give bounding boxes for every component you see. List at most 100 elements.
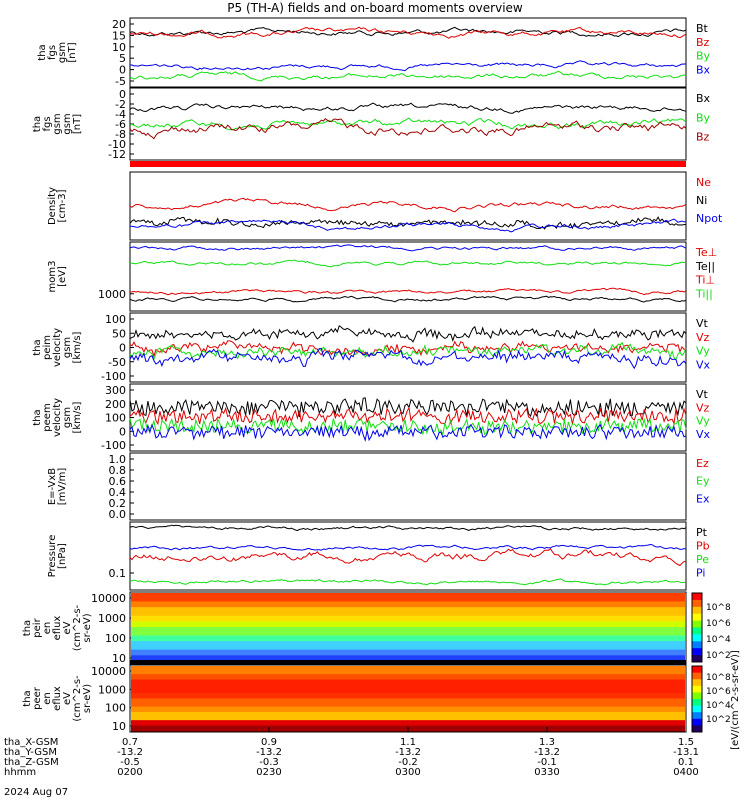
xaxis-value: -0.5	[120, 757, 140, 768]
panel-frame-efield	[129, 452, 687, 521]
te-perp-line	[129, 244, 687, 252]
xaxis-row-label: tha_Y-GSM	[4, 747, 57, 758]
ti-perp-line	[129, 287, 687, 296]
legend-ti⊥: Ti⊥	[695, 274, 715, 287]
legend-te⊥: Te⊥	[695, 246, 717, 259]
legend-vx: Vx	[696, 358, 711, 371]
ylabel-line: en	[42, 622, 53, 635]
colorbar-tick: 10^4	[706, 635, 731, 645]
peer-spec-band	[131, 676, 685, 681]
ytick-label: 10	[112, 652, 126, 665]
colorbar-lower	[692, 705, 702, 713]
panel-frame-temperature	[129, 241, 687, 312]
bt-line	[129, 26, 687, 38]
peer-spec-band	[131, 706, 685, 710]
legend-pt: Pt	[696, 526, 708, 539]
xaxis-value: 0230	[256, 767, 281, 778]
date-label: 2024 Aug 07	[4, 787, 68, 798]
colorbar-lower-frame	[691, 665, 703, 733]
panel-frame-density	[129, 171, 687, 241]
colorbar-upper	[692, 606, 702, 615]
peir-spec-band	[131, 601, 685, 605]
peer-spec-band	[131, 668, 685, 672]
ytick-label: 300	[105, 384, 126, 397]
peir-spec-band	[131, 646, 685, 651]
legend-vy: Vy	[696, 415, 710, 428]
colorbar-tick: 10^6	[706, 687, 731, 697]
ytick-label: 10000	[91, 592, 126, 605]
ylabel-line: eV	[62, 621, 73, 634]
vy-peem-line	[129, 417, 687, 437]
legend-bx: Bx	[696, 63, 711, 76]
ylabel-line: eV	[62, 692, 73, 705]
ylabel-line: peer	[32, 686, 43, 710]
colorbar-lower	[692, 679, 702, 687]
xaxis-value: 0.9	[261, 737, 277, 748]
ylabel-line: Pressure	[47, 535, 58, 578]
xaxis-value: -13.2	[256, 747, 282, 758]
ytick-label: 0	[119, 342, 126, 355]
legend-pi: Pi	[696, 567, 705, 580]
ylabel-line: [nT]	[67, 42, 78, 62]
colorbar-tick: 10^4	[706, 701, 731, 711]
ytick-label: -8	[115, 128, 126, 141]
by-line	[129, 70, 687, 82]
ylabel-line: E=-VxB	[47, 468, 58, 505]
peer-spec-band	[131, 722, 685, 727]
ylabel-line: tha	[32, 409, 43, 425]
legend-bz: Bz	[696, 36, 710, 49]
colorbar-tick: 10^2	[706, 651, 731, 661]
ylabel-line: fgs	[42, 116, 53, 131]
ytick-label: -10	[108, 138, 126, 151]
peir-spec-band	[131, 593, 685, 597]
ylabel-line: [km/s]	[72, 401, 83, 433]
legend-ne: Ne	[696, 176, 711, 189]
legend-vz: Vz	[696, 401, 710, 414]
legend-ti||: Ti||	[695, 287, 713, 300]
peer-spec-band	[131, 709, 685, 713]
peir-spec-band	[131, 604, 685, 608]
pb-line	[129, 548, 687, 567]
peir-spec-band	[131, 649, 685, 653]
ytick-label: -100	[101, 439, 126, 452]
ytick-label: 0.4	[109, 486, 127, 499]
ytick-label: -4	[115, 108, 126, 121]
colorbar-tick: 10^8	[706, 673, 731, 683]
ylabel-line: peim	[42, 335, 53, 360]
xaxis-value: -13.2	[534, 747, 560, 758]
peer-spec-band	[131, 687, 685, 691]
peer-spec-band	[131, 698, 685, 702]
legend-ni: Ni	[696, 194, 707, 207]
legend-vz: Vz	[696, 331, 710, 344]
ytick-label: 1000	[98, 288, 126, 301]
pi-line	[129, 543, 687, 551]
colorbar-upper	[692, 599, 702, 608]
panel-frame-fgs-gsm	[129, 17, 687, 88]
ylabel-line: gsm	[52, 113, 63, 134]
ytick-label: 200	[105, 398, 126, 411]
pt-line	[129, 524, 687, 532]
ylabel-line: Density	[47, 187, 58, 225]
ylabel-line: gsm	[57, 42, 68, 63]
xaxis-value: -13.2	[395, 747, 421, 758]
ylabel-line: sr-eV)	[82, 684, 93, 713]
peir-spec-band	[131, 627, 685, 631]
ytick-label: 100	[105, 632, 126, 645]
xaxis-value: -0.1	[537, 757, 557, 768]
colorbar-upper	[692, 648, 702, 656]
legend-ez: Ez	[696, 457, 709, 470]
legend-vt: Vt	[696, 388, 709, 401]
mode-bar	[130, 161, 686, 167]
colorbar-upper	[692, 613, 702, 622]
peir-spec-band	[131, 635, 685, 639]
peir-spec-band	[131, 621, 685, 625]
peir-spec-band	[131, 658, 685, 662]
peir-spec-band	[131, 655, 685, 659]
peir-spec-band	[131, 612, 685, 617]
ytick-label: -12	[108, 148, 126, 161]
peir-spec-band	[131, 638, 685, 642]
peer-spec-band	[131, 682, 685, 686]
legend-bx: Bx	[696, 92, 711, 105]
panel-frame-pressure	[129, 521, 687, 591]
ylabel-line: [mV/m]	[57, 468, 68, 506]
